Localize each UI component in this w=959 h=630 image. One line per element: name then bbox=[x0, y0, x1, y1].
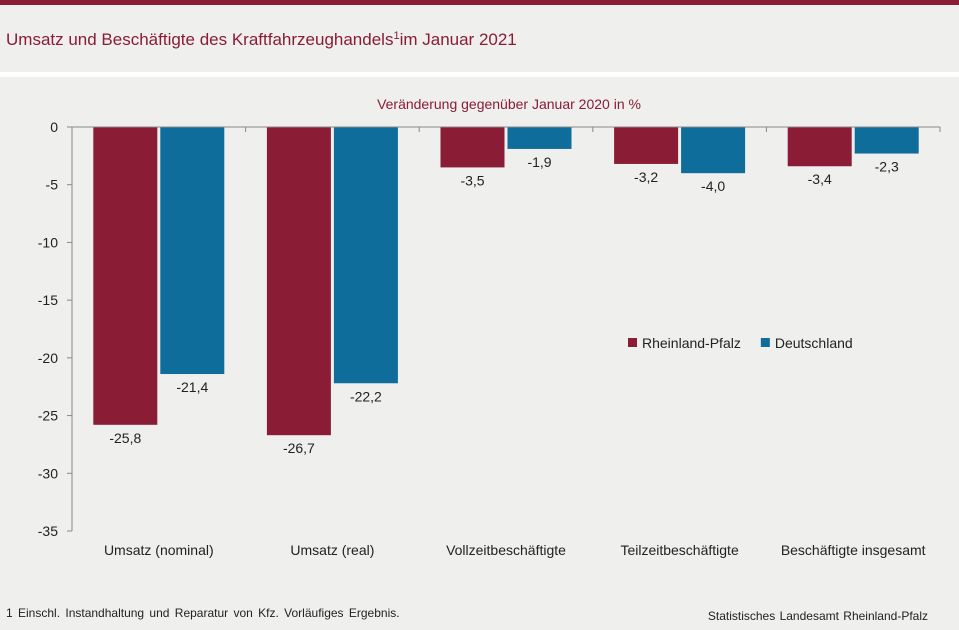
bar-rheinland-pfalz bbox=[787, 127, 852, 167]
y-axis: 0 -5 -10 -15 -20 -25 -30 -35 bbox=[38, 119, 73, 539]
bar-rheinland-pfalz bbox=[440, 127, 505, 168]
data-label: -26,7 bbox=[283, 440, 315, 456]
top-rule bbox=[0, 0, 959, 5]
bar-rheinland-pfalz bbox=[614, 127, 679, 164]
data-label: -3,5 bbox=[460, 172, 484, 188]
source-note: Statistisches Landesamt Rheinland-Pfalz bbox=[707, 609, 928, 623]
y-tick-label: 0 bbox=[50, 119, 58, 135]
data-label: -4,0 bbox=[701, 178, 725, 194]
data-label: -21,4 bbox=[176, 379, 208, 395]
data-label: -22,2 bbox=[350, 388, 382, 404]
bar-deutschland bbox=[160, 127, 225, 375]
data-label: -2,3 bbox=[875, 159, 899, 175]
bar-deutschland bbox=[333, 127, 398, 384]
data-label: -1,9 bbox=[527, 154, 551, 170]
legend-label: Rheinland-Pfalz bbox=[642, 335, 741, 351]
category-label: Beschäftigte insgesamt bbox=[781, 542, 926, 558]
footnote: 1 Einschl. Instandhaltung und Reparatur … bbox=[6, 606, 400, 620]
x-axis: Umsatz (nominal) Umsatz (real) Vollzeitbes… bbox=[71, 126, 941, 558]
legend-label: Deutschland bbox=[775, 335, 853, 351]
y-tick-label: -35 bbox=[38, 523, 58, 539]
y-tick-label: -15 bbox=[38, 292, 58, 308]
bars: -25,8 -21,4 -26,7 -22,2 -3,5 -1,9 -3,2 -4,0 -3,4… bbox=[93, 127, 919, 456]
title-footnote-marker: 1 bbox=[393, 30, 400, 42]
bar-deutschland bbox=[854, 127, 919, 154]
bar-deutschland bbox=[507, 127, 572, 149]
chart-title: Umsatz und Beschäftigte des Kraftfahrzeu… bbox=[6, 30, 517, 50]
title-main: Umsatz und Beschäftigte des Kraftfahrzeu… bbox=[6, 30, 394, 49]
legend-swatch bbox=[628, 338, 637, 347]
data-label: -25,8 bbox=[109, 430, 141, 446]
y-tick-label: -25 bbox=[38, 408, 58, 424]
category-label: Teilzeitbeschäftigte bbox=[620, 542, 739, 558]
bar-rheinland-pfalz bbox=[266, 127, 331, 436]
title-rule bbox=[0, 72, 959, 77]
title-tail: im Januar 2021 bbox=[399, 30, 517, 49]
category-label: Umsatz (real) bbox=[290, 542, 374, 558]
data-label: -3,2 bbox=[634, 169, 658, 185]
y-tick-label: -30 bbox=[38, 465, 58, 481]
bar-deutschland bbox=[681, 127, 746, 174]
data-label: -3,4 bbox=[808, 171, 832, 187]
bar-chart: Veränderung gegenüber Januar 2020 in % 0… bbox=[38, 96, 941, 558]
legend-swatch bbox=[760, 338, 770, 347]
y-tick-label: -10 bbox=[38, 234, 58, 250]
chart-subtitle: Veränderung gegenüber Januar 2020 in % bbox=[377, 96, 641, 112]
bar-rheinland-pfalz bbox=[93, 127, 158, 425]
category-label: Umsatz (nominal) bbox=[104, 542, 214, 558]
category-label: Vollzeitbeschäftigte bbox=[446, 542, 566, 558]
y-tick-label: -5 bbox=[46, 177, 59, 193]
legend: Rheinland-Pfalz Deutschland bbox=[628, 335, 853, 351]
y-tick-label: -20 bbox=[38, 350, 58, 366]
